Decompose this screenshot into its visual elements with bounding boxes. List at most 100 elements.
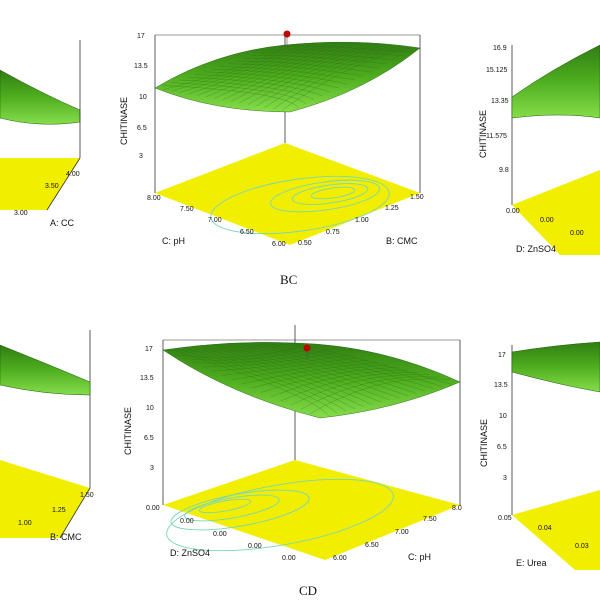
- mesh-line: [253, 345, 417, 394]
- contour-line: [170, 489, 310, 531]
- contour-line: [184, 494, 280, 522]
- floor-plane: [512, 490, 600, 570]
- z-axis-label: CHITINASE: [119, 97, 129, 145]
- x-tick: 4.00: [66, 171, 80, 178]
- contour-line: [291, 183, 369, 205]
- mesh-line: [228, 63, 364, 77]
- mesh-line: [278, 343, 443, 387]
- mesh-line: [171, 82, 307, 105]
- z-tick: 6.5: [144, 435, 154, 442]
- y-tick: 1.50: [410, 194, 424, 201]
- z-tick: 13.5: [140, 375, 154, 382]
- x-tick: 7.00: [208, 217, 222, 224]
- mesh-line: [245, 345, 408, 396]
- z-tick: 3: [139, 153, 143, 160]
- mesh-line: [290, 374, 430, 406]
- mesh-line: [264, 47, 395, 108]
- floor-plane: [163, 460, 460, 560]
- panel-caption: CD: [299, 583, 317, 598]
- z-tick: 6.5: [137, 125, 147, 132]
- z-tick: 17: [145, 346, 153, 353]
- x-tick: 0.00: [540, 217, 554, 224]
- z-axis-label: CHITINASE: [478, 110, 488, 158]
- y-tick: 1.00: [355, 217, 369, 224]
- y-tick: 0.50: [298, 240, 312, 247]
- y-tick: 8.0: [452, 505, 462, 512]
- x-tick: 0.00: [248, 543, 262, 550]
- mesh-line: [212, 347, 373, 405]
- x-tick: 0.00: [506, 208, 520, 215]
- floor-plane: [0, 460, 90, 538]
- mesh-line: [273, 47, 404, 110]
- mesh-line: [205, 45, 336, 98]
- mesh-line: [171, 45, 302, 92]
- mesh-line: [270, 369, 409, 397]
- contour-lines: [210, 175, 390, 235]
- floor-edge: [46, 157, 81, 211]
- x-tick: 6.00: [272, 241, 286, 248]
- z-tick: 13.5: [494, 382, 508, 389]
- x-tick: 6.50: [240, 229, 254, 236]
- y-tick: 7.00: [395, 529, 409, 536]
- x-tick: 1.25: [52, 507, 66, 514]
- mesh-line: [247, 46, 378, 105]
- mesh-line: [222, 46, 353, 101]
- y-axis-label: B: CMC: [386, 236, 418, 246]
- mesh-line: [163, 45, 294, 90]
- x-tick: 8.00: [147, 195, 161, 202]
- contour-line: [210, 175, 390, 235]
- x-tick: 0.03: [575, 543, 589, 550]
- response-surface: [162, 342, 461, 419]
- mesh-line: [256, 47, 387, 107]
- mesh-line: [286, 343, 452, 385]
- x-tick: 0.00: [570, 230, 584, 237]
- mesh-line: [163, 85, 299, 109]
- mesh-line: [260, 52, 396, 61]
- floor-plane: [0, 158, 80, 210]
- panel-bc: CHITINASE 3 6.5 10 13.5 17 8.00 7.50 7.0…: [119, 30, 424, 287]
- mesh-line: [300, 376, 440, 410]
- mesh-line: [182, 347, 316, 361]
- mesh-line: [192, 350, 326, 364]
- x-axis-label: A: CC: [50, 218, 75, 228]
- x-tick: 0.04: [538, 525, 552, 532]
- y-tick: 6.50: [365, 542, 379, 549]
- mesh-line: [237, 345, 399, 398]
- y-axis-label: C: pH: [408, 552, 431, 562]
- mesh-line: [276, 45, 412, 53]
- z-tick: 10: [146, 405, 154, 412]
- panel-6: CHITINASE 3 6.5 10 13.5 17 0.05 0.04 0.0…: [479, 341, 600, 570]
- mesh-line: [280, 372, 419, 402]
- mesh-line: [231, 359, 368, 380]
- z-axis-label: CHITINASE: [479, 419, 489, 467]
- design-point: [303, 344, 311, 352]
- x-tick: 0.00: [146, 505, 160, 512]
- z-tick: 11.575: [486, 133, 507, 140]
- x-tick: 1.00: [18, 520, 32, 527]
- contour-line: [198, 498, 252, 514]
- contour-line: [166, 478, 394, 552]
- x-axis-label: D: ZnSO4: [516, 244, 556, 254]
- panel-cd: CHITINASE 3 6.5 10 13.5 17 0.00 0.00 0.0…: [123, 325, 462, 598]
- mesh-line: [195, 74, 331, 93]
- mesh-line: [268, 48, 404, 57]
- z-tick: 17: [137, 33, 145, 40]
- z-axis-label: CHITINASE: [123, 407, 133, 455]
- x-axis-label: E: Urea: [516, 558, 547, 568]
- surface: [511, 44, 600, 119]
- response-surface: [154, 41, 421, 113]
- surface-mesh: [171, 343, 452, 416]
- mesh-line: [239, 46, 370, 104]
- y-tick: 7.50: [423, 516, 437, 523]
- x-tick: 7.50: [180, 206, 194, 213]
- mesh-line: [230, 46, 361, 102]
- contour-line: [310, 186, 356, 200]
- z-tick: 13.5: [134, 63, 148, 70]
- mesh-line: [197, 45, 328, 96]
- panel-4: 1.00 1.25 1.50 B: CMC: [0, 330, 94, 542]
- z-tick: 3: [150, 465, 154, 472]
- panel-3: CHITINASE 9.8 11.575 13.35 15.125 16.9 0…: [478, 44, 600, 255]
- z-tick: 6.5: [497, 444, 507, 451]
- z-tick: 16.9: [493, 45, 507, 52]
